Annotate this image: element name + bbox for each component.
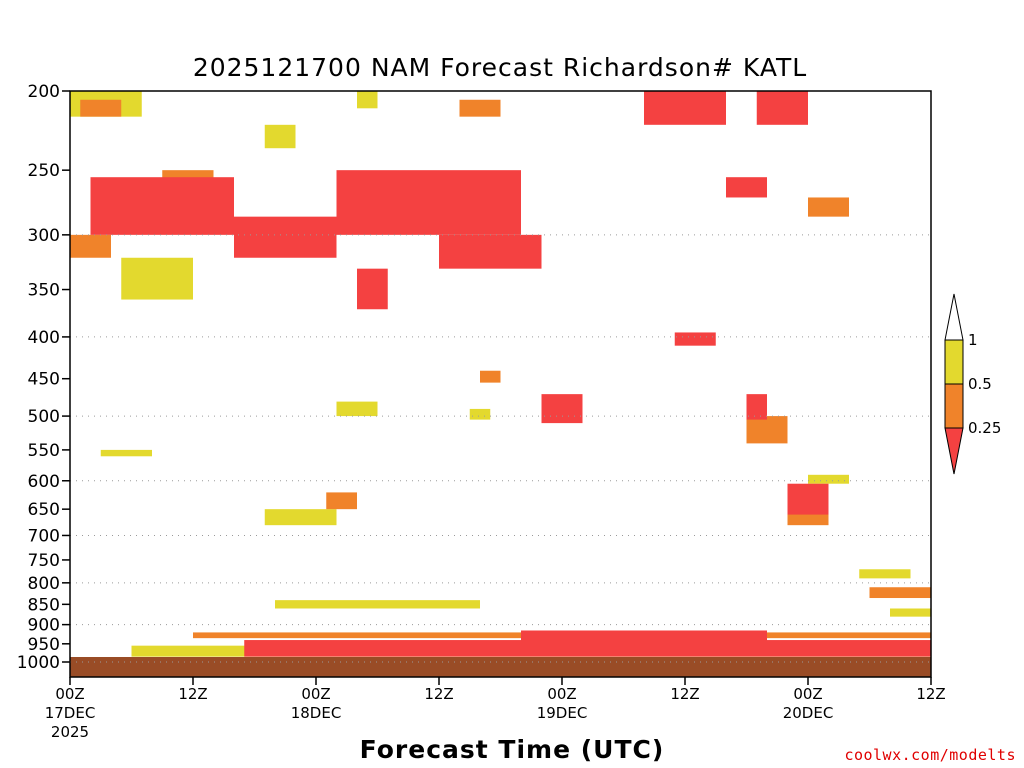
y-tick-label: 900 xyxy=(28,616,60,636)
x-tick-label: 20DEC xyxy=(783,704,834,722)
ri-cell xyxy=(541,394,583,424)
x-tick-label: 00Z xyxy=(55,685,84,703)
ri-cell xyxy=(787,483,829,515)
ri-cell xyxy=(275,600,480,609)
legend-label: 1 xyxy=(968,331,978,349)
x-tick-label: 19DEC xyxy=(537,704,588,722)
ri-cell xyxy=(469,408,491,420)
ri-cell xyxy=(121,257,193,300)
legend-label: 0.25 xyxy=(968,419,1001,437)
legend-swatch-orange xyxy=(944,383,964,429)
ri-cell xyxy=(674,332,716,346)
ri-cell xyxy=(726,177,767,198)
y-axis: 200 250 300 350 400 450 500 550 600 650 700 750 8008… xyxy=(17,82,70,673)
ri-cell xyxy=(869,587,931,599)
ri-cell xyxy=(746,416,788,444)
ri-cell xyxy=(234,216,337,258)
y-tick-label: 1000 xyxy=(17,653,60,673)
ri-cell xyxy=(244,640,931,657)
ri-cell xyxy=(357,91,378,109)
plot-frame xyxy=(69,90,932,678)
chart-title: 2025121700 NAM Forecast Richardson# KATL xyxy=(193,53,807,82)
ri-cell xyxy=(859,569,911,579)
y-tick-label: 950 xyxy=(28,635,60,655)
ri-cell xyxy=(100,449,152,457)
y-tick-label: 450 xyxy=(28,370,60,390)
x-tick-label: 12Z xyxy=(670,685,699,703)
x-tick-label: 12Z xyxy=(916,685,945,703)
x-tick-label: 12Z xyxy=(424,685,453,703)
y-tick-label: 700 xyxy=(28,526,60,546)
legend-arrow-bottom xyxy=(944,427,964,475)
ri-cell xyxy=(80,99,122,117)
y-tick-label: 400 xyxy=(28,328,60,348)
y-tick-label: 200 xyxy=(28,82,60,102)
ri-cell xyxy=(480,370,501,383)
x-tick-label: 12Z xyxy=(178,685,207,703)
y-tick-label: 650 xyxy=(28,500,60,520)
x-tick-label: 2025 xyxy=(51,723,89,741)
ri-cell xyxy=(644,91,726,125)
ri-cell xyxy=(70,234,111,258)
x-tick-label: 00Z xyxy=(793,685,822,703)
legend: 1 0.5 0.25 xyxy=(944,293,1001,475)
x-tick-label: 00Z xyxy=(301,685,330,703)
ri-cell xyxy=(459,99,501,117)
ri-cell xyxy=(90,177,234,235)
y-tick-label: 550 xyxy=(28,441,60,461)
y-tick-label: 750 xyxy=(28,551,60,571)
surface-ground xyxy=(70,657,931,677)
ri-cell xyxy=(264,124,296,149)
y-tick-label: 500 xyxy=(28,407,60,427)
x-axis-title: Forecast Time (UTC) xyxy=(360,735,665,764)
x-tick-label: 00Z xyxy=(547,685,576,703)
x-tick-label: 18DEC xyxy=(291,704,342,722)
ri-cell xyxy=(264,509,337,526)
ri-cell xyxy=(336,170,521,235)
ri-cell xyxy=(890,608,931,617)
data-cells xyxy=(70,91,931,657)
ri-cell xyxy=(336,401,378,417)
grid-lines xyxy=(70,234,931,663)
y-tick-label: 800 xyxy=(28,574,60,594)
ri-cell xyxy=(357,268,388,310)
legend-arrow-top xyxy=(944,293,964,341)
x-tick-label: 17DEC xyxy=(45,704,96,722)
y-tick-label: 850 xyxy=(28,595,60,615)
y-tick-label: 600 xyxy=(28,472,60,492)
legend-swatch-yellow xyxy=(944,339,964,385)
ri-cell xyxy=(808,197,849,217)
ri-cell xyxy=(521,630,767,642)
legend-label: 0.5 xyxy=(968,375,992,393)
y-tick-label: 350 xyxy=(28,281,60,301)
y-tick-label: 250 xyxy=(28,161,60,181)
y-tick-label: 300 xyxy=(28,226,60,246)
ri-cell xyxy=(326,492,357,510)
ri-cell xyxy=(439,234,542,269)
ri-cell xyxy=(808,474,849,484)
ri-cell xyxy=(746,394,767,420)
source-credit[interactable]: coolwx.com/modelts xyxy=(844,746,1016,764)
ri-cell xyxy=(756,91,808,125)
